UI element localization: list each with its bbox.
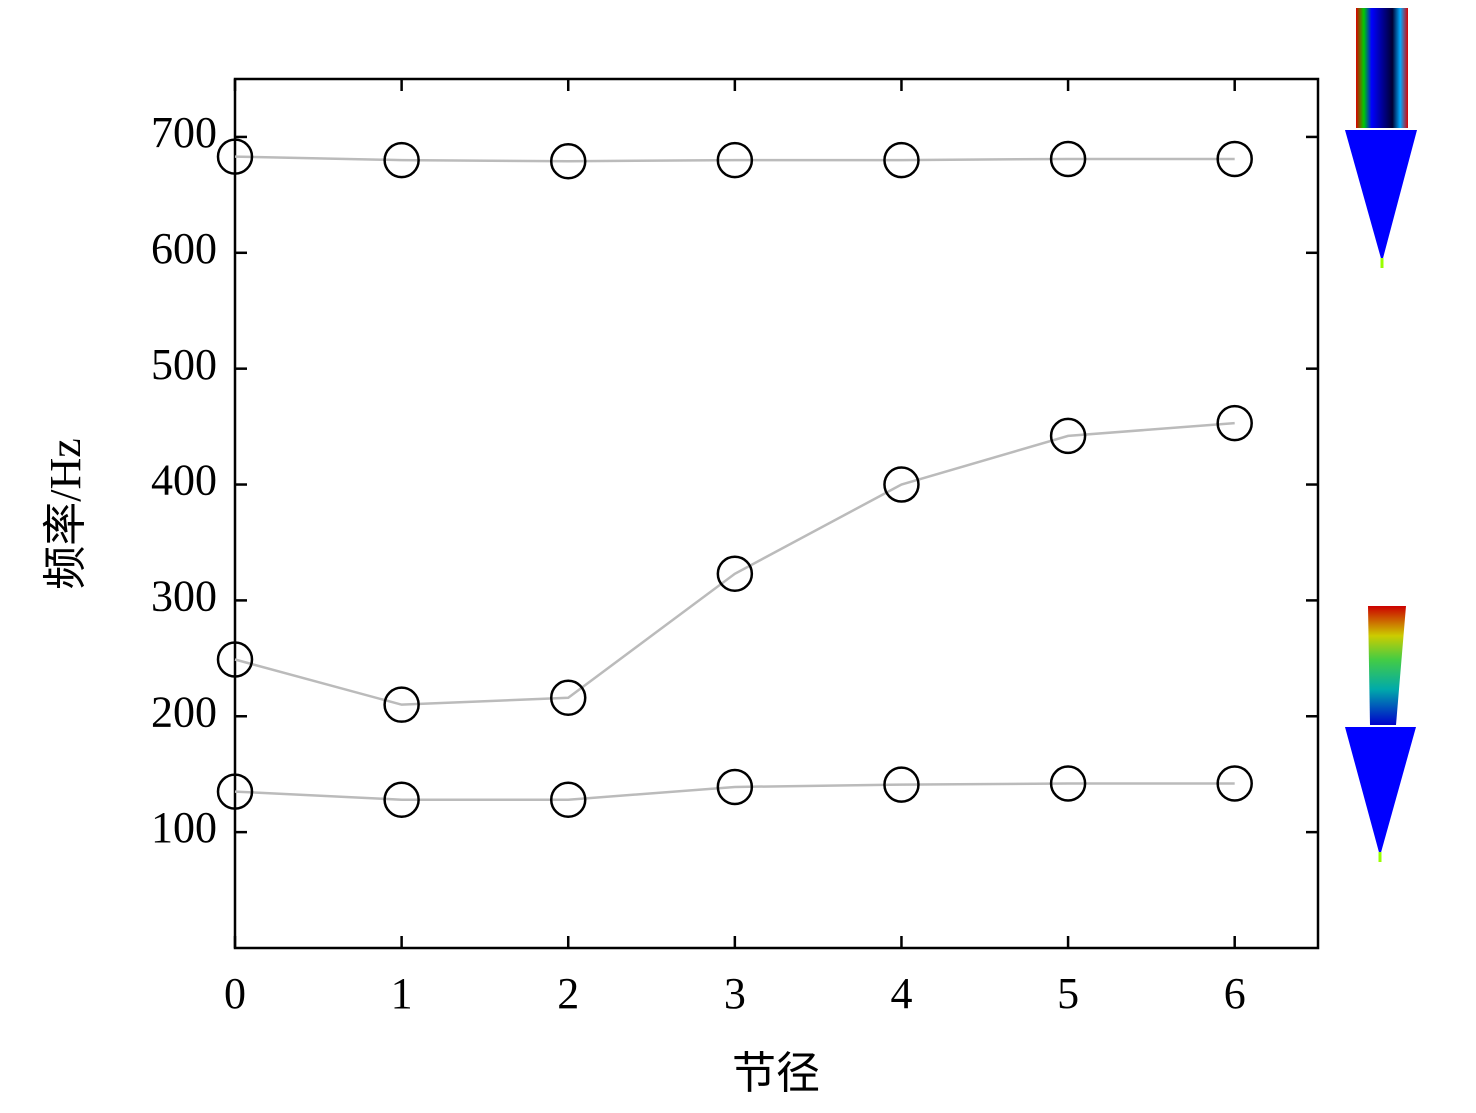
y-axis-label: 频率/Hz [41, 438, 90, 590]
series-line [234, 155, 1235, 163]
x-axis-label: 节径 [732, 1049, 820, 1098]
mode-shape-lower [1345, 606, 1416, 862]
marker [1216, 404, 1253, 442]
marker [383, 141, 420, 179]
marker [216, 641, 254, 678]
marker [1049, 417, 1087, 455]
marker [883, 141, 920, 179]
marker [549, 781, 587, 818]
marker [716, 768, 754, 806]
series-line [234, 421, 1235, 706]
y-tick-label: 300 [151, 571, 217, 620]
marker [216, 138, 254, 175]
y-tick-label: 100 [151, 803, 217, 852]
x-tick-label: 4 [890, 969, 912, 1018]
x-tick-label: 6 [1224, 969, 1246, 1018]
marker [383, 686, 420, 723]
plot-frame [233, 77, 1320, 950]
marker [1216, 765, 1253, 802]
y-tick-label: 600 [151, 224, 217, 273]
marker [383, 781, 420, 818]
marker [1049, 765, 1087, 802]
marker [716, 555, 754, 593]
marker [716, 141, 754, 179]
mode-shape-upper [1345, 8, 1417, 268]
marker [883, 466, 920, 503]
marker [549, 679, 587, 716]
x-tick-label: 1 [391, 969, 413, 1018]
x-tick-label: 2 [557, 969, 579, 1018]
marker [1049, 140, 1087, 178]
y-tick-label: 200 [151, 687, 217, 736]
x-tick-label: 0 [224, 969, 246, 1018]
x-tick-label: 5 [1057, 969, 1079, 1018]
y-tick-label: 700 [151, 108, 217, 157]
marker [883, 766, 920, 803]
y-tick-label: 400 [151, 456, 217, 505]
marker [549, 143, 587, 180]
marker [216, 773, 254, 810]
x-tick-label: 3 [724, 969, 746, 1018]
marker [1216, 140, 1253, 178]
y-tick-label: 500 [151, 340, 217, 389]
series-line [234, 782, 1235, 801]
